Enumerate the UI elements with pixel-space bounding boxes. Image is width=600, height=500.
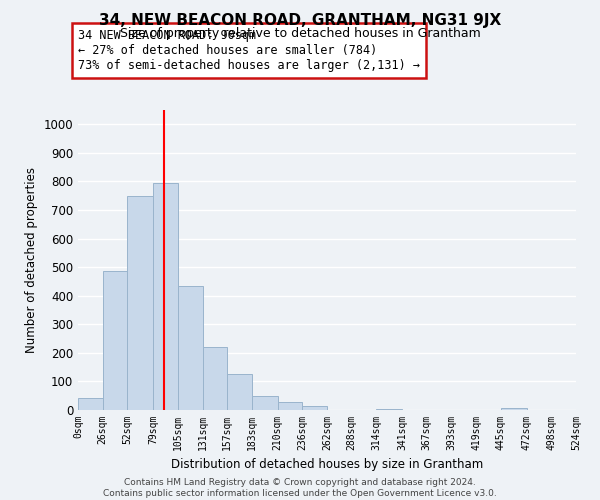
Text: 34, NEW BEACON ROAD, GRANTHAM, NG31 9JX: 34, NEW BEACON ROAD, GRANTHAM, NG31 9JX [99, 12, 501, 28]
Text: 34 NEW BEACON ROAD: 90sqm
← 27% of detached houses are smaller (784)
73% of semi: 34 NEW BEACON ROAD: 90sqm ← 27% of detac… [78, 29, 420, 72]
Bar [302, 406, 327, 410]
Text: Contains HM Land Registry data © Crown copyright and database right 2024.
Contai: Contains HM Land Registry data © Crown c… [103, 478, 497, 498]
Bar [78, 398, 103, 410]
Bar [278, 402, 302, 410]
Bar [153, 183, 178, 410]
Bar [376, 408, 402, 410]
Bar [178, 286, 203, 410]
Bar [127, 196, 153, 410]
Bar [203, 347, 227, 410]
X-axis label: Distribution of detached houses by size in Grantham: Distribution of detached houses by size … [171, 458, 483, 471]
Bar [227, 374, 252, 410]
Y-axis label: Number of detached properties: Number of detached properties [25, 167, 38, 353]
Bar [501, 408, 527, 410]
Bar [252, 396, 278, 410]
Text: Size of property relative to detached houses in Grantham: Size of property relative to detached ho… [119, 28, 481, 40]
Bar [103, 271, 127, 410]
